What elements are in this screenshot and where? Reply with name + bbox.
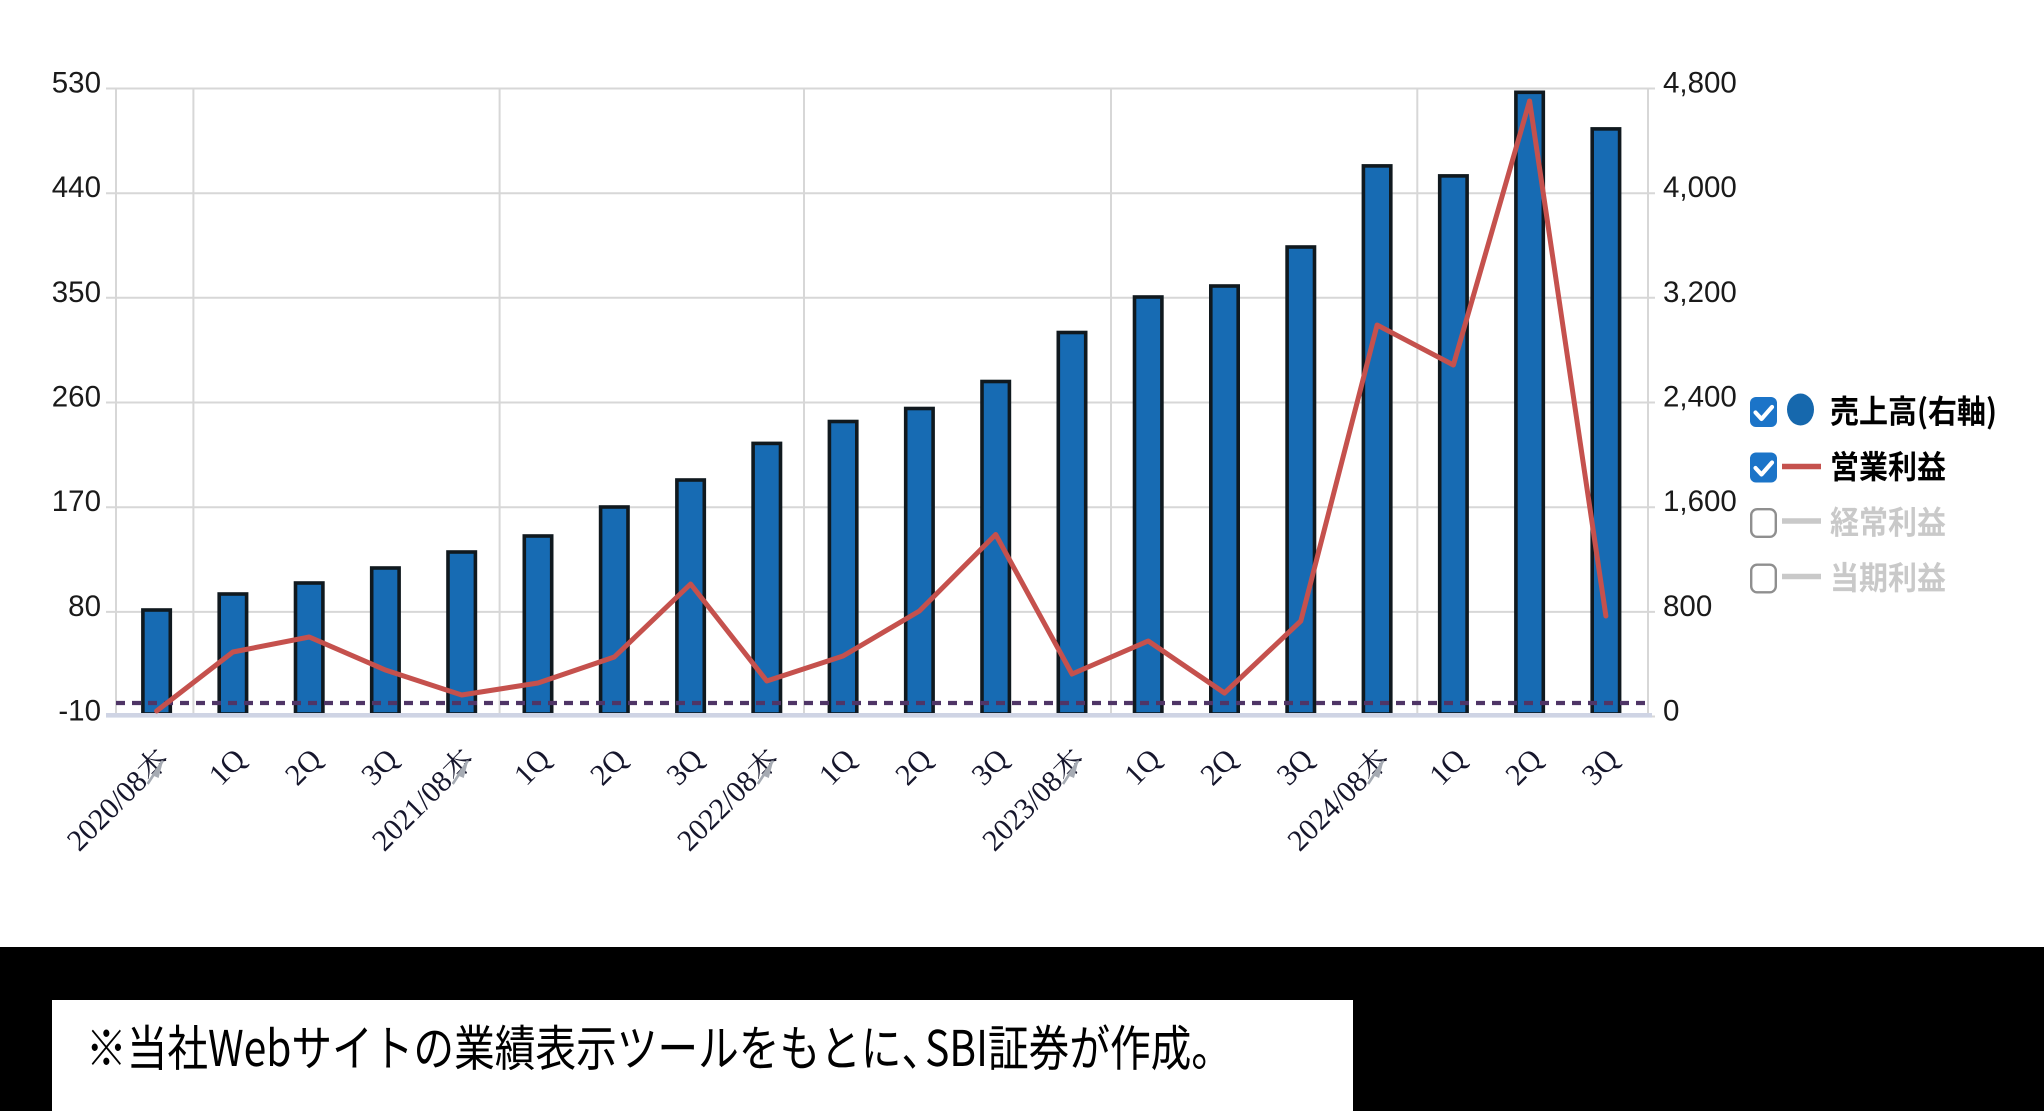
svg-text:350: 350 (52, 276, 101, 309)
svg-text:440: 440 (52, 171, 101, 204)
svg-text:530: 530 (52, 67, 101, 100)
svg-text:4,800: 4,800 (1663, 67, 1737, 100)
svg-text:-10: -10 (58, 695, 101, 728)
svg-text:800: 800 (1663, 590, 1712, 623)
svg-text:260: 260 (52, 381, 101, 414)
svg-text:80: 80 (68, 590, 101, 623)
svg-text:0: 0 (1663, 695, 1679, 728)
svg-text:3,200: 3,200 (1663, 276, 1737, 309)
svg-text:170: 170 (52, 485, 101, 518)
svg-text:1,600: 1,600 (1663, 485, 1737, 518)
svg-text:4,000: 4,000 (1663, 171, 1737, 204)
svg-text:2,400: 2,400 (1663, 381, 1737, 414)
